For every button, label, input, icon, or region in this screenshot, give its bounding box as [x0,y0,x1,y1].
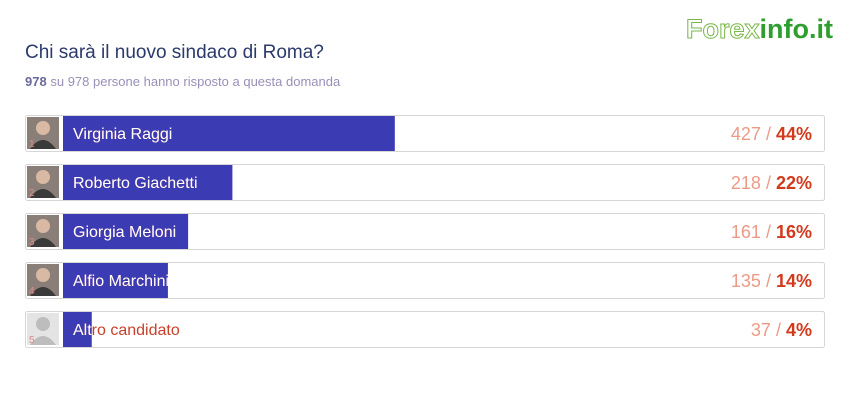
percent: 4% [786,320,812,340]
percent: 22% [776,173,812,193]
separator: / [776,320,781,340]
bar [63,263,168,298]
separator: / [766,271,771,291]
votes: 427 [731,124,761,144]
question: Chi sarà il nuovo sindaco di Roma? [25,42,324,63]
avatar-body [30,140,56,149]
rank: 4 [29,286,35,297]
result: 37 / 4% [751,320,812,340]
answered: 978 [25,74,47,89]
avatar-body [30,238,56,247]
result: 218 / 22% [731,173,812,193]
avatar-head [36,170,50,184]
avatar-body [30,189,56,198]
percent: 44% [776,124,812,144]
summary-text: persone hanno risposto a questa domanda [93,74,341,89]
avatar-body [30,287,56,296]
result: 135 / 14% [731,271,812,291]
percent: 14% [776,271,812,291]
avatar-head [36,219,50,233]
total: 978 [68,74,90,89]
option-name: Virginia Raggi [73,126,172,143]
avatar-head [36,121,50,135]
separator: / [766,124,771,144]
connector: su [50,74,64,89]
bar [63,312,92,347]
row-box [25,311,825,348]
option-name: Alfio Marchini [73,273,169,290]
result: 161 / 16% [731,222,812,242]
separator: / [766,222,771,242]
row-box [25,213,825,250]
rank: 5 [29,335,35,346]
percent: 16% [776,222,812,242]
separator: / [766,173,771,193]
summary: 978 su 978 persone hanno risposto a ques… [25,74,341,89]
avatar-body [30,336,56,345]
rank: 3 [29,237,35,248]
option-name: Alfio Marchini [73,273,169,290]
option-name: Roberto Giachetti [73,175,198,192]
logo-part: info.it [760,14,833,44]
logo: Forexinfo.it [686,14,833,44]
option-name: Giorgia Meloni [73,224,176,241]
votes: 218 [731,173,761,193]
avatar-head [36,317,50,331]
option-name: Roberto Giachetti [73,175,198,192]
votes: 161 [731,222,761,242]
row-box [25,262,825,299]
option-name: Altro candidato [73,322,180,339]
bar [63,214,189,249]
logo-part: Forex [686,14,760,44]
option-name: Altro candidato [73,322,180,339]
rank: 2 [29,188,35,199]
option-name: Virginia Raggi [73,126,172,143]
result: 427 / 44% [731,124,812,144]
avatar-head [36,268,50,282]
option-name: Giorgia Meloni [73,224,176,241]
rank: 1 [29,139,35,150]
bar [63,116,395,151]
bar [63,165,233,200]
votes: 135 [731,271,761,291]
votes: 37 [751,320,771,340]
